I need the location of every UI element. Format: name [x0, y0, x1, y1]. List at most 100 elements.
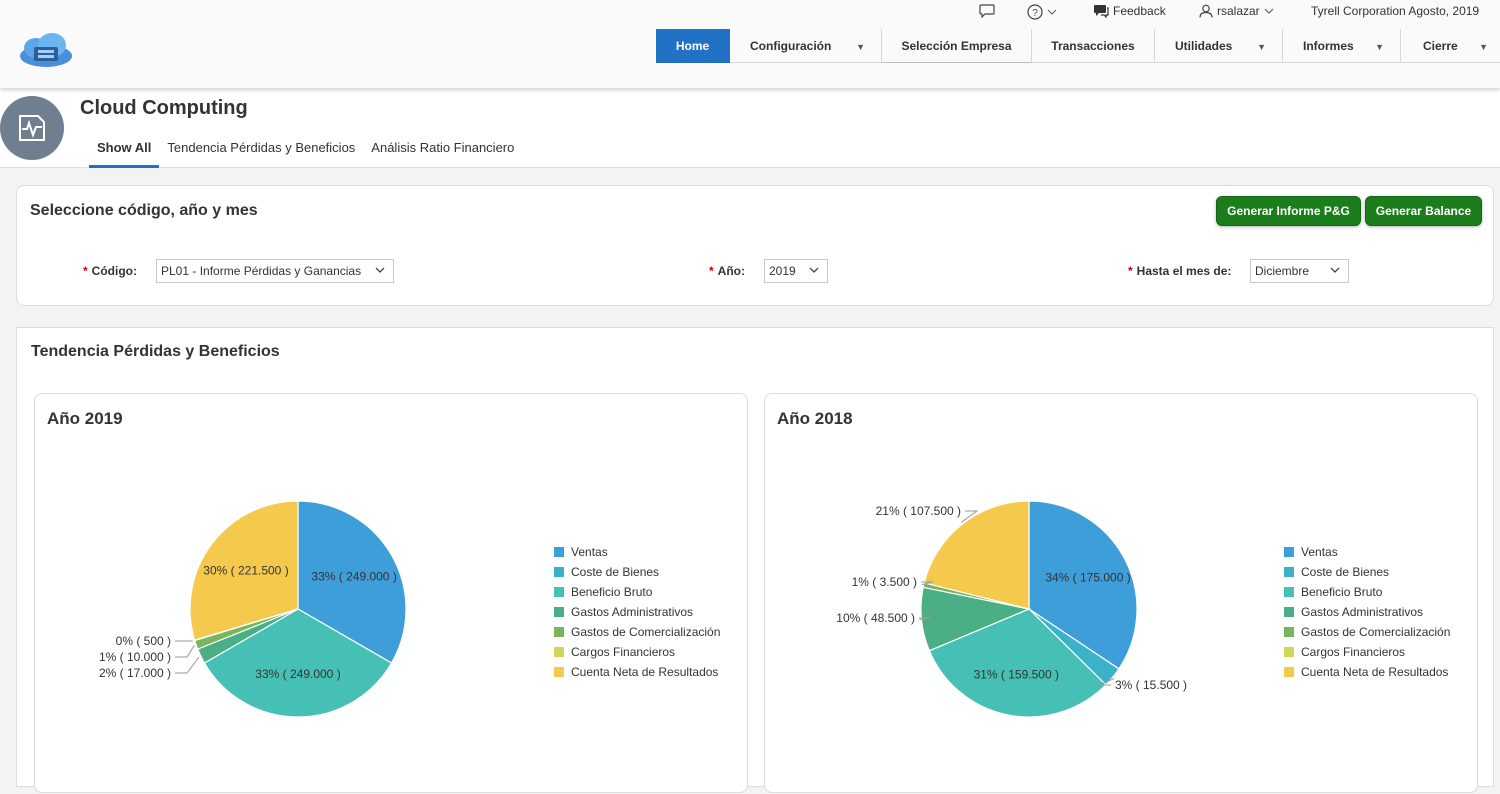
slice-label-gastos-de-comercializacion: 1% ( 10.000 ) — [99, 650, 171, 664]
chart-card-2018: Año 2018 34% ( 175.000 )3% ( 15.500 )31%… — [764, 393, 1478, 793]
slice-label-beneficio-bruto: 31% ( 159.500 ) — [974, 668, 1059, 682]
cloud-logo[interactable] — [16, 30, 76, 70]
nav-cierre-label: Cierre — [1423, 39, 1458, 53]
nav-seleccion-empresa-label: Selección Empresa — [901, 39, 1011, 53]
nav-informes[interactable]: Informes ▼ — [1283, 29, 1401, 63]
caret-down-icon: ▼ — [856, 42, 865, 52]
page-tabs: Show All Tendencia Pérdidas y Beneficios… — [89, 132, 522, 168]
user-name: rsalazar — [1217, 4, 1260, 18]
slice-label-gastos-administrativos: 10% ( 48.500 ) — [836, 611, 915, 625]
app-icon — [0, 96, 64, 160]
slice-label-gastos-de-comercializacion: 1% ( 3.500 ) — [852, 575, 917, 589]
legend-swatch — [1284, 667, 1294, 677]
nav-configuracion[interactable]: Configuración ▼ — [730, 29, 882, 63]
nav-informes-label: Informes — [1303, 39, 1354, 53]
page-header: Cloud Computing Show All Tendencia Pérdi… — [0, 88, 1500, 168]
company-date-label: Tyrell Corporation Agosto, 2019 — [1311, 4, 1479, 18]
tab-analisis-ratio[interactable]: Análisis Ratio Financiero — [363, 132, 522, 168]
chat-icon — [979, 4, 995, 18]
company-date: Tyrell Corporation Agosto, 2019 — [1311, 4, 1479, 18]
legend-label: Beneficio Bruto — [1301, 585, 1382, 599]
legend-item-cargos-financieros[interactable]: Cargos Financieros — [554, 642, 720, 662]
anio-value: 2019 — [769, 264, 796, 278]
nav-home[interactable]: Home — [656, 29, 730, 63]
caret-down-icon: ▼ — [1479, 42, 1488, 52]
legend-label: Beneficio Bruto — [571, 585, 652, 599]
nav-cierre[interactable]: Cierre ▼ — [1401, 29, 1500, 63]
slice-label-ventas: 34% ( 175.000 ) — [1045, 570, 1130, 584]
legend-item-ventas[interactable]: Ventas — [1284, 542, 1450, 562]
legend-swatch — [554, 627, 564, 637]
legend-label: Gastos Administrativos — [1301, 605, 1423, 619]
mes-label: * Hasta el mes de: — [1128, 264, 1231, 278]
legend-item-beneficio-bruto[interactable]: Beneficio Bruto — [1284, 582, 1450, 602]
legend-label: Cargos Financieros — [1301, 645, 1405, 659]
tab-show-all[interactable]: Show All — [89, 132, 159, 168]
legend-item-cuenta-neta-de-resultados[interactable]: Cuenta Neta de Resultados — [554, 662, 720, 682]
chart-legend: Ventas Coste de Bienes Beneficio Bruto Gast… — [1284, 542, 1450, 682]
help-icon: ? — [1027, 4, 1043, 20]
nav-home-label: Home — [676, 39, 709, 53]
mes-select[interactable]: Diciembre — [1250, 259, 1349, 283]
legend-swatch — [554, 607, 564, 617]
legend-item-beneficio-bruto[interactable]: Beneficio Bruto — [554, 582, 720, 602]
codigo-select[interactable]: PL01 - Informe Pérdidas y Ganancias — [156, 259, 394, 283]
legend-swatch — [1284, 567, 1294, 577]
legend-label: Gastos de Comercialización — [1301, 625, 1450, 639]
generate-balance-button[interactable]: Generar Balance — [1365, 196, 1482, 226]
legend-swatch — [554, 647, 564, 657]
slice-label-ventas: 33% ( 249.000 ) — [311, 570, 396, 584]
legend-swatch — [1284, 627, 1294, 637]
mes-value: Diciembre — [1255, 264, 1309, 278]
legend-swatch — [554, 667, 564, 677]
legend-item-coste-de-bienes[interactable]: Coste de Bienes — [554, 562, 720, 582]
legend-label: Ventas — [1301, 545, 1338, 559]
help-button[interactable]: ? — [1027, 4, 1057, 20]
anio-select[interactable]: 2019 — [764, 259, 828, 283]
legend-item-ventas[interactable]: Ventas — [554, 542, 720, 562]
pl-trend-section: Tendencia Pérdidas y Beneficios Año 2019… — [16, 327, 1494, 787]
legend-label: Coste de Bienes — [1301, 565, 1389, 579]
slice-label-cuenta-neta-de-resultados: 30% ( 221.500 ) — [203, 563, 288, 577]
legend-item-gastos-administrativos[interactable]: Gastos Administrativos — [554, 602, 720, 622]
legend-item-gastos-administrativos[interactable]: Gastos Administrativos — [1284, 602, 1450, 622]
activity-icon — [0, 96, 64, 160]
legend-item-coste-de-bienes[interactable]: Coste de Bienes — [1284, 562, 1450, 582]
legend-item-cuenta-neta-de-resultados[interactable]: Cuenta Neta de Resultados — [1284, 662, 1450, 682]
legend-label: Cuenta Neta de Resultados — [1301, 665, 1448, 679]
nav-configuracion-label: Configuración — [750, 39, 831, 53]
legend-label: Gastos Administrativos — [571, 605, 693, 619]
slice-leader-line — [175, 657, 199, 673]
legend-swatch — [554, 567, 564, 577]
codigo-label: *Código: — [83, 264, 137, 278]
nav-transacciones[interactable]: Transacciones — [1032, 29, 1155, 63]
nav-seleccion-empresa[interactable]: Selección Empresa — [882, 29, 1032, 63]
nav-transacciones-label: Transacciones — [1051, 39, 1134, 53]
legend-label: Gastos de Comercialización — [571, 625, 720, 639]
required-marker: * — [1128, 264, 1133, 278]
required-marker: * — [709, 264, 714, 278]
nav-utilidades[interactable]: Utilidades ▼ — [1155, 29, 1283, 63]
mes-label-text: Hasta el mes de: — [1137, 264, 1232, 278]
legend-label: Cuenta Neta de Resultados — [571, 665, 718, 679]
codigo-label-text: Código: — [92, 264, 137, 278]
chat-button[interactable] — [979, 4, 995, 18]
slice-label-coste-de-bienes: 3% ( 15.500 ) — [1115, 678, 1187, 692]
chevron-down-icon — [809, 266, 819, 274]
main-nav: Home Configuración ▼ Selección Empresa T… — [656, 29, 1500, 63]
legend-swatch — [1284, 547, 1294, 557]
legend-item-gastos-de-comercializacion[interactable]: Gastos de Comercialización — [1284, 622, 1450, 642]
legend-item-gastos-de-comercializacion[interactable]: Gastos de Comercialización — [554, 622, 720, 642]
legend-swatch — [1284, 587, 1294, 597]
tab-tendencia[interactable]: Tendencia Pérdidas y Beneficios — [159, 132, 363, 168]
feedback-link[interactable]: Feedback — [1093, 4, 1166, 18]
slice-label-cuenta-neta-de-resultados: 21% ( 107.500 ) — [876, 504, 961, 518]
legend-item-cargos-financieros[interactable]: Cargos Financieros — [1284, 642, 1450, 662]
legend-label: Cargos Financieros — [571, 645, 675, 659]
chart-card-2019: Año 2019 33% ( 249.000 )33% ( 249.000 )2… — [34, 393, 748, 793]
filter-card: Seleccione código, año y mes Generar Inf… — [16, 185, 1494, 306]
svg-text:?: ? — [1032, 8, 1038, 19]
anio-label: *Año: — [709, 264, 745, 278]
generate-pg-report-button[interactable]: Generar Informe P&G — [1216, 196, 1361, 226]
user-menu[interactable]: rsalazar — [1199, 4, 1274, 18]
